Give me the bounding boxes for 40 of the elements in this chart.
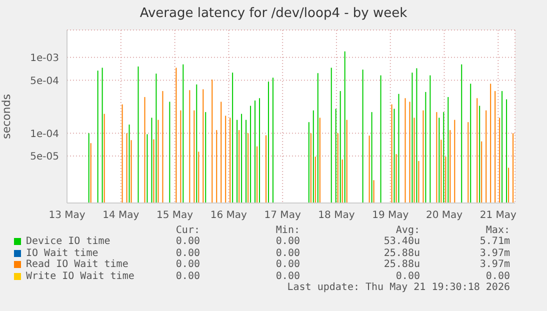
text: 0.00 bbox=[174, 236, 200, 247]
x-tick-label: 17 May bbox=[264, 210, 301, 222]
y-axis-title: seconds bbox=[0, 94, 13, 139]
x-tick-label: 14 May bbox=[102, 210, 140, 222]
text: Last update: Thu May 21 19:30:18 2026 bbox=[286, 282, 510, 293]
x-tick-label: 15 May bbox=[156, 210, 194, 222]
text: 0.00 bbox=[174, 248, 200, 258]
text: Avg: bbox=[394, 225, 420, 236]
text: 0.00 bbox=[274, 236, 300, 247]
text: 0.00 bbox=[176, 270, 200, 282]
x-tick-label: 13 May bbox=[48, 210, 86, 222]
x-tick-label: 16 May bbox=[210, 210, 248, 222]
y-tick-label: 5e-04 bbox=[30, 76, 59, 87]
legend-label: IO Wait time bbox=[26, 248, 98, 258]
text: 5.71m bbox=[478, 236, 510, 247]
text: 0.00 bbox=[394, 270, 420, 282]
legend-label: Device IO time bbox=[26, 236, 110, 247]
text: 0.00 bbox=[274, 270, 300, 282]
text: 0.00 bbox=[274, 248, 300, 258]
legend-label: Write IO Wait time bbox=[26, 270, 134, 282]
chart-title: Average latency for /dev/loop4 - by week bbox=[138, 6, 408, 21]
x-tick-label: 21 May bbox=[480, 210, 517, 222]
x-tick-label: 20 May bbox=[426, 210, 463, 222]
x-tick-label: 18 May bbox=[318, 210, 355, 222]
legend-label: Read IO Wait time bbox=[26, 259, 128, 270]
x-tick-label: 19 May bbox=[372, 210, 409, 222]
text: Cur: bbox=[174, 225, 200, 236]
text: 25.88u bbox=[382, 248, 420, 258]
text: 53.40u bbox=[382, 236, 420, 247]
text: 25.88u bbox=[382, 259, 420, 270]
text: 3.97m bbox=[478, 248, 510, 258]
y-tick-label: 5e-05 bbox=[30, 152, 59, 163]
text: Min: bbox=[274, 225, 300, 236]
text: Max: bbox=[484, 225, 510, 236]
text: 0.00 bbox=[484, 270, 510, 282]
y-tick-label: 1e-04 bbox=[30, 128, 59, 140]
text: 3.97m bbox=[478, 259, 510, 270]
text: 0.00 bbox=[176, 259, 200, 270]
text: 0.00 bbox=[274, 259, 300, 270]
y-tick-label: 1e-03 bbox=[30, 52, 59, 64]
